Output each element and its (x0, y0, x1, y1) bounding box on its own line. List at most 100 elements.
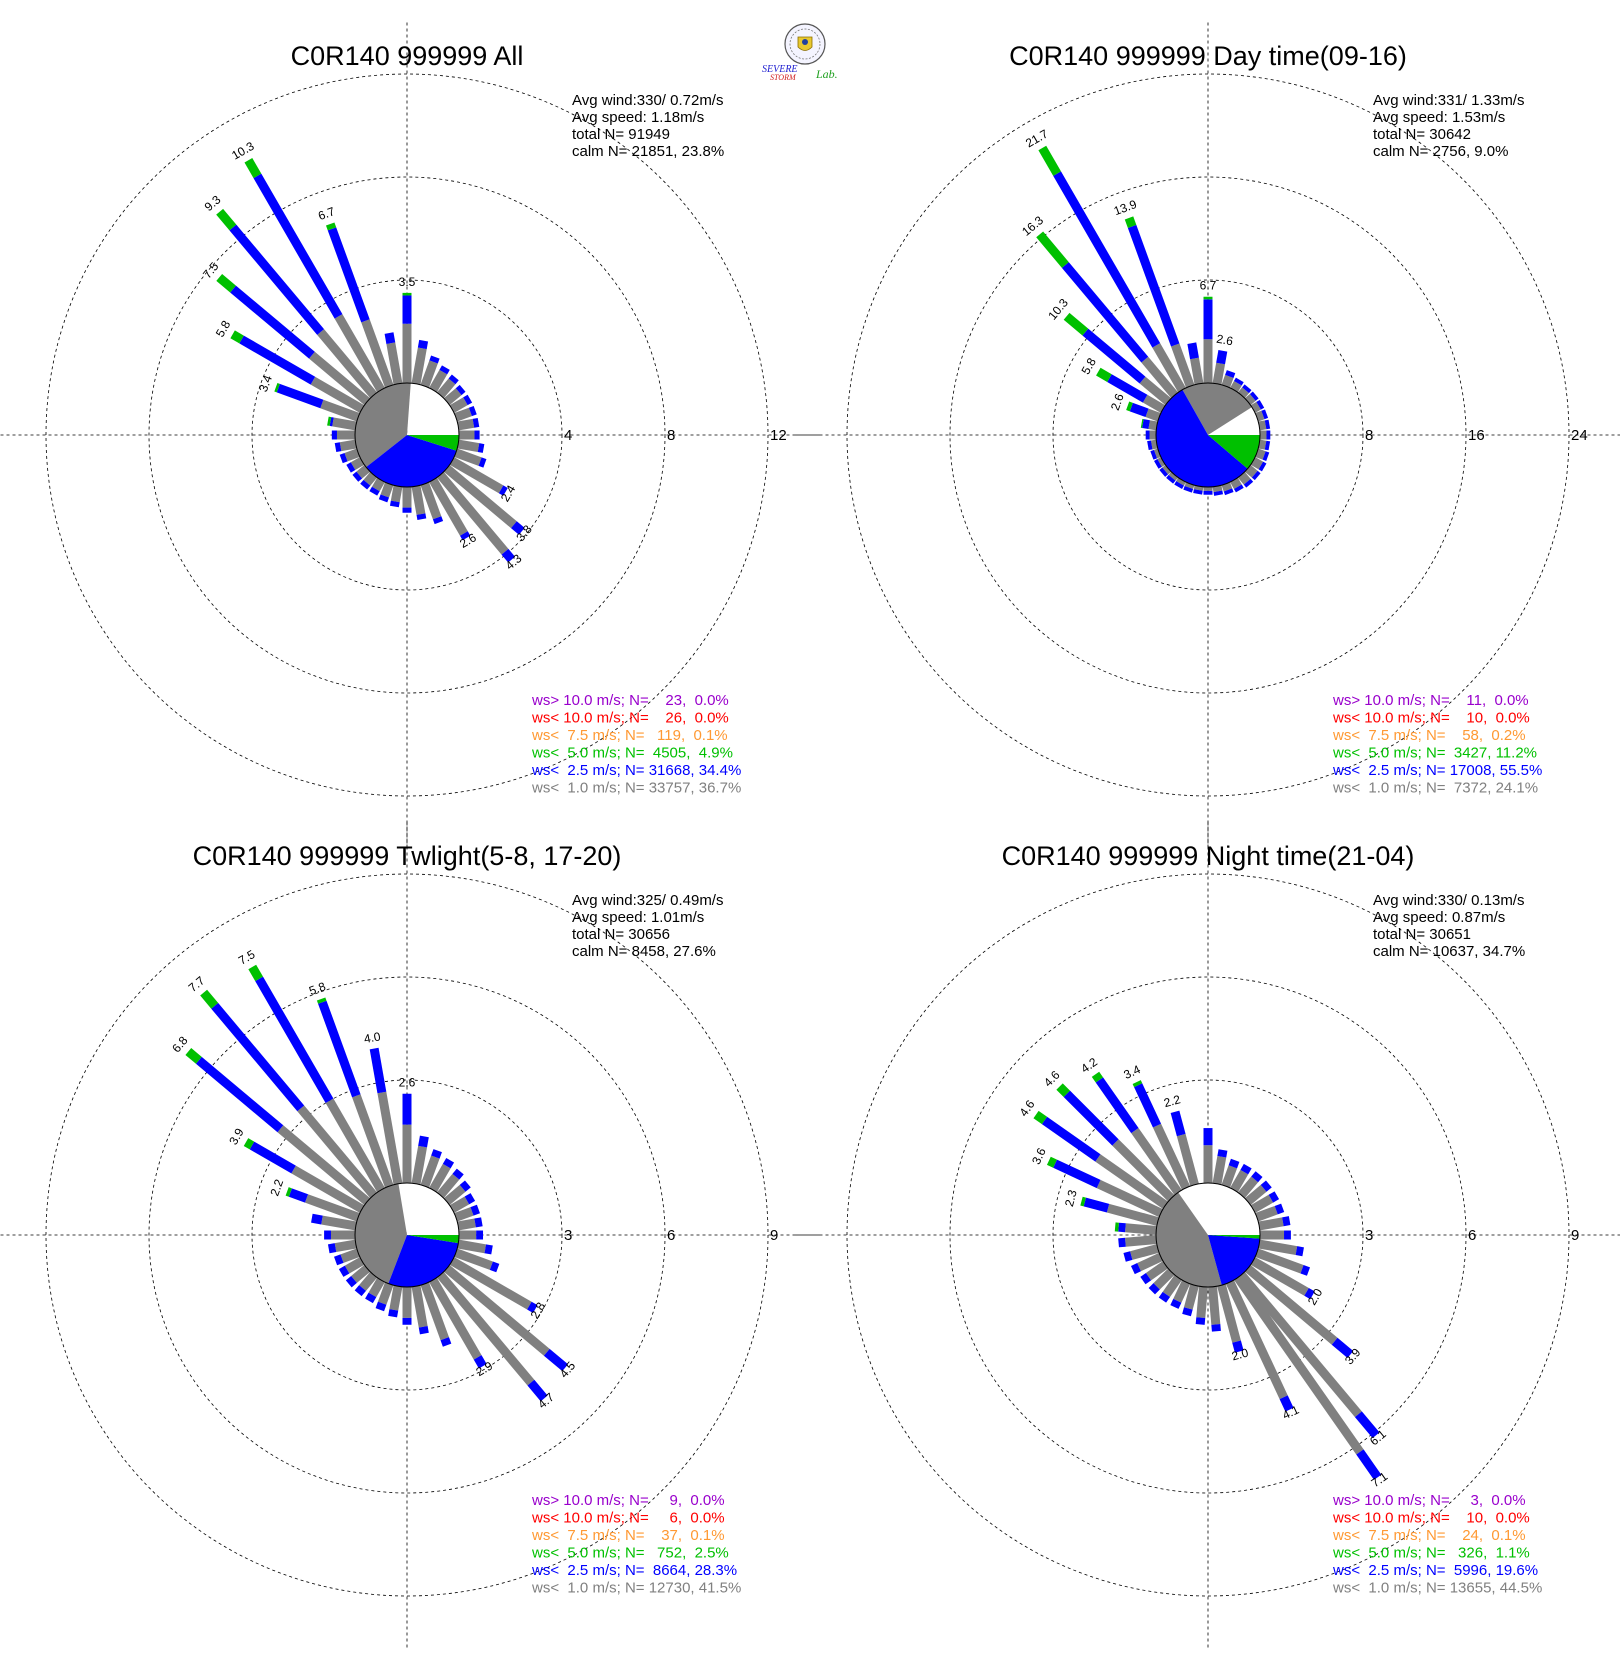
pie-outline (1155, 382, 1261, 488)
spoke-segment (436, 471, 509, 555)
ring-label: 6 (667, 1227, 675, 1244)
windrose-panel: C0R140 999999 Day time(09-16)8 16 246.72.6… (795, 22, 1620, 848)
spoke-segment (511, 521, 525, 535)
spoke-segment (1158, 1291, 1171, 1303)
spoke-segment (1203, 299, 1213, 340)
spoke-segment (304, 1194, 360, 1222)
spoke-segment (411, 1285, 428, 1328)
spoke-segment (1134, 1083, 1162, 1128)
spoke-segment (1203, 1145, 1213, 1183)
spoke-segment (411, 1145, 428, 1185)
spoke-segment (1168, 471, 1179, 481)
spoke-segment (325, 222, 337, 231)
pie-outline (1155, 1182, 1261, 1288)
pie-slice (1208, 435, 1260, 469)
ring-label: 6 (1468, 1227, 1476, 1244)
legend-entry: ws> 10.0 m/s; N= 9, 0.0% (531, 1492, 725, 1509)
spoke-segment (352, 1094, 394, 1188)
spoke-segment (1183, 1284, 1199, 1310)
legend-entry: ws< 7.5 m/s; N= 37, 0.1% (531, 1527, 725, 1544)
spoke-segment (1233, 484, 1244, 493)
spoke-segment (1230, 477, 1242, 489)
legend-entry: ws< 10.0 m/s; N= 10, 0.0% (1332, 1510, 1530, 1527)
windrose-panel: C0R140 999999 Twlight(5-8, 17-20)3 6 92.62… (0, 822, 820, 1648)
spoke-segment (431, 1149, 442, 1159)
spoke-segment (1162, 464, 1172, 475)
spoke-segment (1173, 1280, 1191, 1303)
spoke-segment (1127, 224, 1180, 347)
spoke-segment (195, 1056, 284, 1133)
spoke-value-label: 13.9 (1112, 197, 1139, 218)
spoke-segment (1300, 1264, 1311, 1276)
spoke-value-label: 6.7 (316, 204, 337, 223)
spoke-segment (311, 1213, 323, 1225)
stats-line: Avg speed: 1.01m/s (572, 909, 704, 926)
range-ring (251, 1079, 563, 1391)
spoke-segment (429, 355, 440, 364)
legend-entry: ws< 2.5 m/s; N= 5996, 19.6% (1332, 1562, 1538, 1579)
spoke-value-label: 2.6 (399, 1076, 416, 1090)
spoke-segment (455, 384, 466, 396)
ring-label: 9 (1571, 1227, 1579, 1244)
spoke-segment (1118, 1237, 1126, 1248)
legend-entry: ws< 1.0 m/s; N= 33757, 36.7% (531, 780, 741, 797)
spoke-segment (1266, 430, 1271, 440)
spoke-segment (418, 1135, 429, 1148)
spoke-segment (402, 1287, 412, 1318)
spoke-segment (1262, 451, 1270, 461)
spoke-value-label: 2.2 (267, 1177, 286, 1198)
spoke-segment (274, 383, 280, 393)
spoke-segment (443, 464, 517, 529)
spoke-segment (411, 485, 426, 515)
spoke-segment (285, 1187, 292, 1197)
spoke-segment (354, 1285, 366, 1297)
ring-label: 8 (1365, 427, 1373, 444)
spoke-segment (420, 482, 442, 520)
range-ring (1052, 279, 1364, 591)
spoke-value-label: 3.4 (256, 373, 275, 394)
spoke-segment (310, 376, 365, 413)
spoke-segment (1096, 1179, 1163, 1218)
spoke-value-label: 9.3 (202, 192, 224, 214)
spoke-value-label: 5.8 (307, 979, 328, 998)
spoke-segment (1095, 1077, 1139, 1134)
spoke-segment (1036, 231, 1069, 268)
spoke-value-label: 3.5 (399, 275, 416, 289)
range-ring (148, 976, 666, 1494)
spoke-segment (340, 1248, 360, 1263)
spoke-segment (332, 417, 357, 431)
spoke-segment (1244, 1264, 1338, 1345)
spoke-segment (429, 369, 448, 393)
legend-entry: ws< 5.0 m/s; N= 3427, 11.2% (1332, 745, 1537, 762)
spoke-segment (527, 1379, 548, 1402)
stats-line: total N= 30656 (572, 926, 670, 943)
spoke-segment (474, 430, 480, 440)
ring-label: 24 (1571, 427, 1588, 444)
spoke-segment (443, 1264, 550, 1356)
spoke-segment (1063, 312, 1089, 336)
range-ring (949, 176, 1467, 694)
spoke-segment (436, 1173, 460, 1199)
legend-entry: ws< 2.5 m/s; N= 31668, 34.4% (531, 762, 741, 779)
spoke-segment (1284, 1230, 1291, 1240)
legend-entry: ws> 10.0 m/s; N= 3, 0.0% (1332, 1492, 1526, 1509)
spoke-segment (1140, 1272, 1152, 1285)
spoke-segment (454, 1248, 493, 1270)
spoke-segment (1130, 1263, 1141, 1275)
spoke-segment (1331, 1337, 1354, 1358)
spoke-segment (1159, 467, 1169, 477)
spoke-segment (239, 335, 316, 385)
spoke-segment (1145, 1261, 1168, 1281)
spoke-segment (1242, 384, 1252, 394)
spoke-segment (1153, 448, 1161, 459)
spoke-segment (344, 1257, 365, 1274)
spoke-segment (1264, 440, 1271, 451)
stats-line: total N= 91949 (572, 126, 670, 143)
spoke-segment (371, 477, 385, 492)
spoke-segment (338, 1265, 350, 1277)
spoke-segment (317, 329, 378, 399)
spoke-segment (1354, 1411, 1380, 1439)
spoke-segment (1217, 1284, 1241, 1343)
range-ring (846, 73, 1570, 797)
